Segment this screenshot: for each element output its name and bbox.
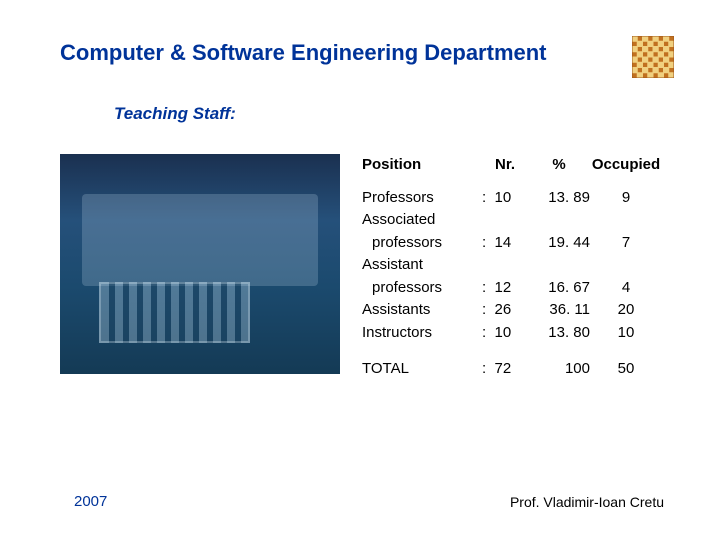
cell-pct: 13. 80 [528,322,590,345]
cell-occupied: 4 [590,277,662,300]
cell-nr: : 26 [482,299,528,322]
cell-pct: 36. 11 [528,299,590,322]
table-total-row: TOTAL: 7210050 [362,358,662,381]
cell-nr: : 14 [482,232,528,255]
table-row: Instructors: 1013. 8010 [362,322,662,345]
cell-position: Professors [362,187,482,210]
cell-position: Associated [362,209,482,232]
cell-position: Assistants [362,299,482,322]
cell-pct: 19. 44 [528,232,590,255]
section-subtitle: Teaching Staff: [114,104,680,124]
cell-occupied: 50 [590,358,662,381]
cell-empty [482,254,528,277]
table-row: Professors: 1013. 899 [362,187,662,210]
content-row: Position Nr. % Occupied Professors: 1013… [60,154,680,381]
footer-year: 2007 [74,493,107,510]
staff-photo-placeholder [60,154,340,374]
cell-nr: : 10 [482,187,528,210]
table-body: Professors: 1013. 899Associatedprofessor… [362,187,662,381]
cell-empty [528,254,590,277]
table-spacer [362,344,662,358]
cell-pct: 100 [528,358,590,381]
page-title: Computer & Software Engineering Departme… [60,40,680,66]
cell-position: professors [362,232,482,255]
table-header-row: Position Nr. % Occupied [362,154,662,187]
cell-occupied: 20 [590,299,662,322]
cell-position: Instructors [362,322,482,345]
cell-pct: 16. 67 [528,277,590,300]
table-row: professors: 1216. 674 [362,277,662,300]
cell-nr: : 72 [482,358,528,381]
cell-nr: : 10 [482,322,528,345]
cell-occupied: 9 [590,187,662,210]
col-pct: % [528,154,590,187]
staff-table: Position Nr. % Occupied Professors: 1013… [362,154,662,381]
col-occupied: Occupied [590,154,662,187]
cell-position: Assistant [362,254,482,277]
table-row: Assistant [362,254,662,277]
cell-empty [590,209,662,232]
staff-table-wrap: Position Nr. % Occupied Professors: 1013… [358,154,680,381]
grid-logo-icon [632,36,674,83]
slide: Computer & Software Engineering Departme… [0,0,720,540]
cell-occupied: 10 [590,322,662,345]
table-row: Assistants: 2636. 1120 [362,299,662,322]
col-nr: Nr. [482,154,528,187]
cell-empty [482,209,528,232]
cell-occupied: 7 [590,232,662,255]
table-row: professors: 1419. 447 [362,232,662,255]
footer-author: Prof. Vladimir-Ioan Cretu [510,494,664,510]
grid-logo-svg [632,36,674,78]
col-position: Position [362,154,482,187]
cell-position: professors [362,277,482,300]
cell-empty [528,209,590,232]
cell-pct: 13. 89 [528,187,590,210]
cell-nr: : 12 [482,277,528,300]
table-row: Associated [362,209,662,232]
cell-position: TOTAL [362,358,482,381]
cell-empty [590,254,662,277]
